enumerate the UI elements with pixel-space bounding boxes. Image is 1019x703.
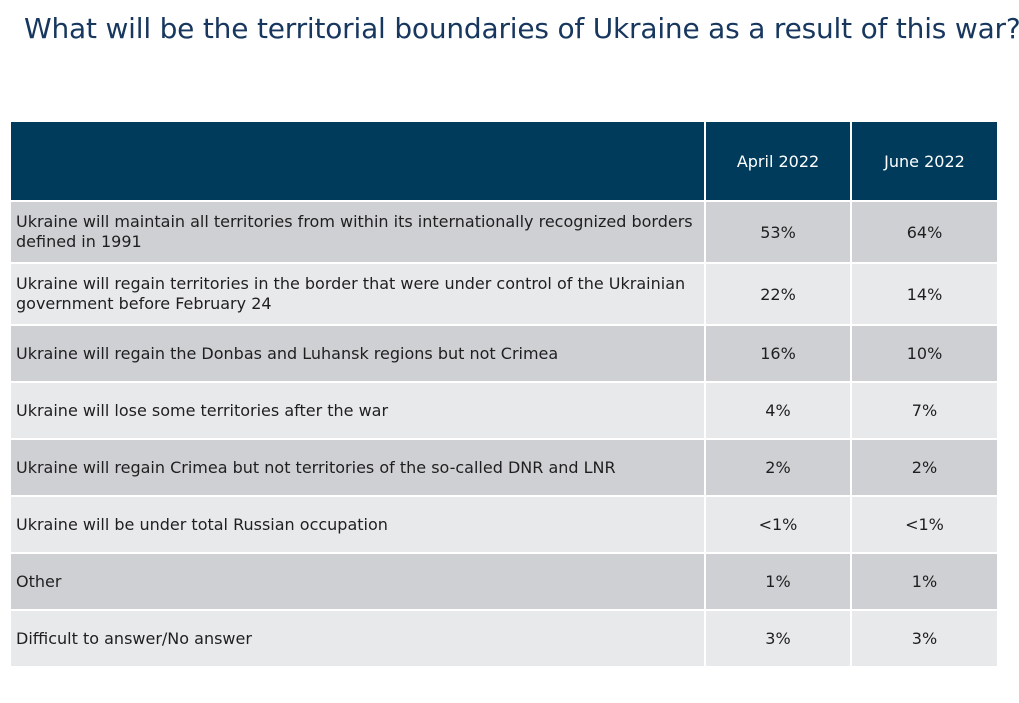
table-row: Ukraine will maintain all territories fr…: [11, 200, 997, 263]
table-row: Ukraine will regain the Donbas and Luhan…: [11, 324, 997, 382]
april-value: 22%: [705, 262, 852, 325]
table-header-row: April 2022 June 2022: [11, 122, 997, 201]
answer-cell: Ukraine will regain territories in the b…: [11, 262, 706, 325]
june-value: 2%: [851, 438, 997, 496]
june-value: <1%: [851, 495, 997, 553]
table-row: Ukraine will be under total Russian occu…: [11, 495, 997, 553]
april-value: 4%: [705, 381, 852, 439]
header-april-2022: April 2022: [705, 122, 852, 201]
page-title: What will be the territorial boundaries …: [24, 12, 1019, 45]
april-value: 53%: [705, 200, 852, 263]
answer-cell: Ukraine will lose some territories after…: [11, 381, 706, 439]
june-value: 7%: [851, 381, 997, 439]
june-value: 3%: [851, 609, 997, 666]
april-value: <1%: [705, 495, 852, 553]
june-value: 1%: [851, 552, 997, 610]
april-value: 2%: [705, 438, 852, 496]
header-question: [11, 122, 706, 201]
table-row: Other 1% 1%: [11, 552, 997, 610]
table-row: Ukraine will lose some territories after…: [11, 381, 997, 439]
answer-cell: Difficult to answer/No answer: [11, 609, 706, 666]
april-value: 16%: [705, 324, 852, 382]
answer-cell: Ukraine will regain the Donbas and Luhan…: [11, 324, 706, 382]
table-row: Difficult to answer/No answer 3% 3%: [11, 609, 997, 666]
table-row: Ukraine will regain territories in the b…: [11, 262, 997, 325]
answer-cell: Other: [11, 552, 706, 610]
header-june-2022: June 2022: [851, 122, 997, 201]
april-value: 3%: [705, 609, 852, 666]
answer-cell: Ukraine will maintain all territories fr…: [11, 200, 706, 263]
april-value: 1%: [705, 552, 852, 610]
june-value: 14%: [851, 262, 997, 325]
june-value: 10%: [851, 324, 997, 382]
table-row: Ukraine will regain Crimea but not terri…: [11, 438, 997, 496]
june-value: 64%: [851, 200, 997, 263]
answer-cell: Ukraine will regain Crimea but not terri…: [11, 438, 706, 496]
answer-cell: Ukraine will be under total Russian occu…: [11, 495, 706, 553]
survey-table: April 2022 June 2022 Ukraine will mainta…: [11, 122, 997, 666]
